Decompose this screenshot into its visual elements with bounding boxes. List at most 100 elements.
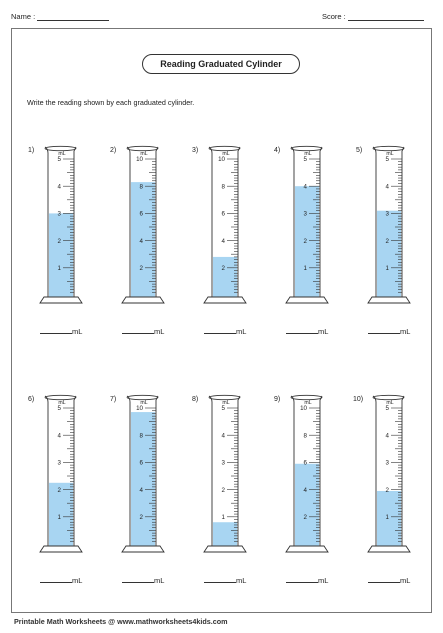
answer-blank[interactable] (204, 576, 236, 583)
cylinder-base (203, 545, 247, 553)
scale-label: 2 (386, 487, 390, 494)
scale-label: 8 (222, 183, 226, 190)
worksheet-frame (11, 28, 432, 613)
scale-label: 2 (304, 514, 308, 521)
scale-label: 2 (386, 238, 390, 245)
answer-field[interactable]: mL (286, 576, 328, 585)
scale-label: 3 (58, 460, 62, 467)
cylinder-base (203, 296, 247, 304)
scale-label: 8 (304, 432, 308, 439)
worksheet-title: Reading Graduated Cylinder (142, 54, 300, 74)
scale-label: 5 (304, 156, 308, 163)
name-blank[interactable] (37, 12, 110, 21)
scale-label: 6 (140, 211, 144, 218)
answer-field[interactable]: mL (40, 576, 82, 585)
cylinder-number: 4) (274, 147, 281, 154)
scale-label: 1 (304, 265, 308, 272)
cylinder-rim (44, 394, 77, 401)
answer-blank[interactable] (40, 327, 72, 334)
answer-blank[interactable] (286, 576, 318, 583)
answer-unit: mL (72, 327, 83, 336)
cylinder-base (285, 545, 329, 553)
answer-field[interactable]: mL (40, 327, 82, 336)
scale-label: 4 (222, 432, 226, 439)
cylinder-number: 5) (356, 147, 363, 154)
score-label: Score : (322, 12, 346, 21)
score-blank[interactable] (347, 12, 424, 21)
unit-label: mL (304, 400, 311, 406)
scale-label: 2 (222, 487, 226, 494)
answer-field[interactable]: mL (368, 327, 410, 336)
scale-label: 1 (58, 514, 62, 521)
liquid (131, 412, 155, 546)
scale-label: 3 (304, 211, 308, 218)
graduated-cylinder: 1 2 3 4 5mL (203, 394, 247, 553)
scale-label: 6 (222, 211, 226, 218)
cylinder-number: 2) (110, 147, 117, 154)
name-label: Name : (11, 12, 36, 21)
unit-label: mL (58, 151, 65, 157)
cylinder-number: 6) (28, 396, 35, 403)
answer-unit: mL (400, 576, 411, 585)
scale-label: 4 (386, 432, 390, 439)
liquid (213, 256, 237, 297)
answer-blank[interactable] (204, 327, 236, 334)
scale-label: 4 (140, 487, 144, 494)
graduated-cylinder: 1 2 3 4 5mL (367, 394, 411, 553)
cylinder-number: 7) (110, 396, 117, 403)
answer-unit: mL (154, 327, 165, 336)
score-field[interactable]: Score : (322, 12, 424, 21)
scale-label: 10 (136, 405, 143, 412)
answer-blank[interactable] (40, 576, 72, 583)
unit-label: mL (222, 151, 229, 157)
graduated-cylinder: 1 2 3 4 5mL (39, 145, 83, 304)
scale-label: 4 (304, 183, 308, 190)
instructions: Write the reading shown by each graduate… (27, 98, 195, 107)
liquid (131, 182, 155, 297)
cylinder-base (121, 545, 165, 553)
cylinder-rim (290, 394, 323, 401)
scale-label: 2 (140, 514, 144, 521)
scale-label: 2 (304, 238, 308, 245)
answer-unit: mL (154, 576, 165, 585)
cylinder-rim (290, 145, 323, 152)
answer-blank[interactable] (368, 327, 400, 334)
cylinder-number: 1) (28, 147, 35, 154)
name-field[interactable]: Name : (11, 12, 110, 21)
liquid (49, 482, 73, 546)
answer-field[interactable]: mL (204, 327, 246, 336)
scale-label: 1 (222, 514, 226, 521)
answer-blank[interactable] (122, 576, 154, 583)
cylinder-number: 9) (274, 396, 281, 403)
answer-field[interactable]: mL (122, 327, 164, 336)
scale-label: 5 (386, 405, 390, 412)
scale-label: 3 (58, 211, 62, 218)
unit-label: mL (140, 151, 147, 157)
answer-unit: mL (236, 327, 247, 336)
answer-field[interactable]: mL (122, 576, 164, 585)
cylinder-number: 8) (192, 396, 199, 403)
scale-label: 10 (300, 405, 307, 412)
answer-blank[interactable] (368, 576, 400, 583)
cylinder-number: 3) (192, 147, 199, 154)
answer-blank[interactable] (286, 327, 318, 334)
scale-label: 3 (222, 460, 226, 467)
scale-label: 5 (386, 156, 390, 163)
scale-label: 4 (222, 238, 226, 245)
scale-label: 2 (222, 265, 226, 272)
cylinder-rim (372, 394, 405, 401)
scale-label: 2 (58, 487, 62, 494)
cylinder-base (367, 296, 411, 304)
answer-field[interactable]: mL (204, 576, 246, 585)
scale-label: 5 (58, 156, 62, 163)
answer-unit: mL (72, 576, 83, 585)
unit-label: mL (386, 400, 393, 406)
liquid (295, 186, 319, 297)
answer-field[interactable]: mL (286, 327, 328, 336)
answer-field[interactable]: mL (368, 576, 410, 585)
answer-blank[interactable] (122, 327, 154, 334)
graduated-cylinder: 1 2 3 4 5mL (367, 145, 411, 304)
